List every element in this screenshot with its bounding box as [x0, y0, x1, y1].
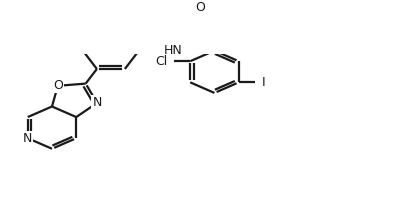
Text: HN: HN	[164, 44, 183, 57]
Text: Cl: Cl	[155, 55, 167, 68]
Text: N: N	[23, 132, 32, 145]
Text: O: O	[196, 1, 205, 14]
Text: O: O	[53, 79, 63, 92]
Text: I: I	[262, 76, 265, 89]
Text: N: N	[92, 96, 102, 109]
